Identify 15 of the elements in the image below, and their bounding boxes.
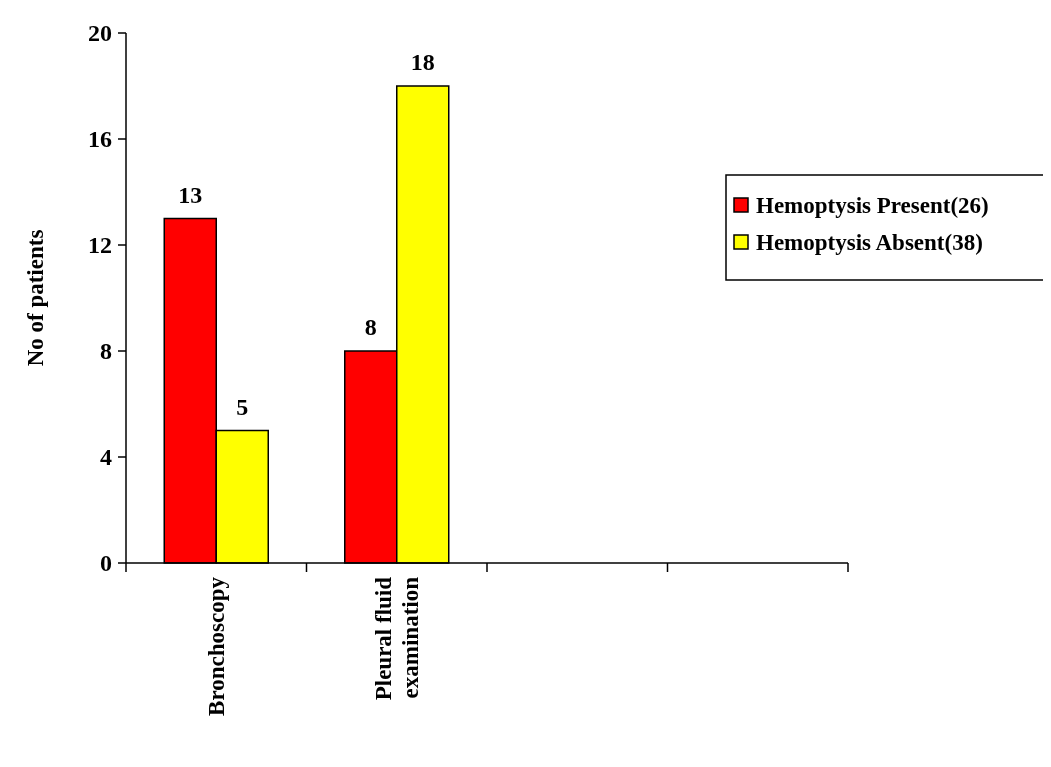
data-label: 5 (236, 393, 249, 420)
legend-label: Hemoptysis Absent(38) (756, 230, 983, 256)
data-label: 13 (178, 181, 203, 208)
x-tick-label: Bronchoscopy (204, 576, 230, 716)
data-label: 8 (364, 314, 377, 340)
y-tick-label: 20 (88, 20, 112, 47)
y-tick-label: 8 (100, 338, 112, 365)
x-tick-label: Pleural fluid examination (371, 576, 424, 701)
y-tick-label: 16 (88, 126, 112, 153)
y-axis-title: No of patients (23, 229, 48, 367)
y-tick-label: 4 (100, 444, 112, 471)
legend-label: Hemoptysis Present(26) (756, 193, 989, 219)
data-label: 18 (410, 49, 435, 75)
y-tick-label: 12 (88, 232, 112, 259)
y-tick-label: 0 (100, 550, 112, 577)
